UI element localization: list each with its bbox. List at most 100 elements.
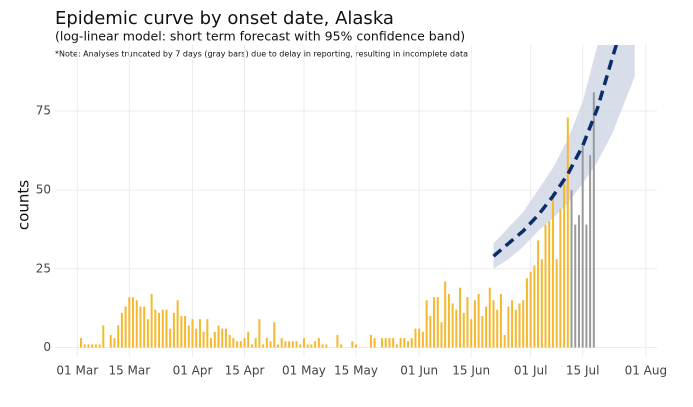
x-tick-label: 01 Jun (400, 364, 438, 378)
bar (336, 334, 339, 348)
bar (224, 328, 227, 348)
bar (555, 259, 558, 348)
bar (202, 331, 205, 348)
x-tick-label: 01 Apr (173, 364, 213, 378)
bar (213, 331, 216, 348)
bar (429, 316, 432, 348)
x-tick-label: 01 May (282, 364, 326, 378)
bar (191, 319, 194, 348)
bar (87, 344, 90, 348)
bar (340, 344, 343, 348)
bar (243, 338, 246, 348)
bar (98, 344, 101, 348)
bar (492, 300, 495, 348)
bar (369, 334, 372, 348)
chart-subtitle: (log-linear model: short term forecast w… (55, 29, 465, 44)
bar (180, 316, 183, 348)
bar (310, 344, 313, 348)
plot-area (80, 45, 635, 348)
bar (566, 117, 569, 348)
bar (410, 338, 413, 348)
bar (161, 309, 164, 348)
bar (551, 193, 554, 348)
chart-title: Epidemic curve by onset date, Alaska (55, 8, 394, 29)
bar (470, 319, 473, 348)
bar (451, 303, 454, 348)
bar (414, 328, 417, 348)
bar (172, 312, 175, 348)
bar (280, 338, 283, 348)
bar (232, 338, 235, 348)
bar (403, 338, 406, 348)
bar (276, 344, 279, 348)
bar (466, 297, 469, 348)
bar (124, 306, 127, 348)
confidence-band (493, 45, 635, 269)
bar (228, 334, 231, 348)
bar (187, 325, 190, 348)
tick-labels: 01 Mar 15 Mar 01 Apr 15 Apr 01 May 15 May 01 J… (36, 104, 667, 378)
bar (592, 92, 595, 348)
bar (518, 303, 521, 348)
bar (306, 344, 309, 348)
bar (407, 341, 410, 348)
y-tick-label: 50 (36, 182, 51, 196)
bar (295, 341, 298, 348)
bar (351, 341, 354, 348)
bar (399, 338, 402, 348)
bar (574, 224, 577, 348)
bar (459, 287, 462, 348)
bar (284, 341, 287, 348)
bar (455, 309, 458, 348)
bar (198, 319, 201, 348)
y-tick-label: 75 (36, 104, 51, 118)
bar (117, 325, 120, 348)
bar (113, 338, 116, 348)
bar (444, 281, 447, 348)
bar (525, 278, 528, 348)
bar (165, 309, 168, 348)
bar (120, 312, 123, 348)
bar (373, 338, 376, 348)
bar (83, 344, 86, 348)
bar (135, 300, 138, 348)
bar (485, 306, 488, 348)
bar (577, 215, 580, 348)
bar (499, 293, 502, 348)
bar (481, 316, 484, 348)
bar (150, 293, 153, 348)
x-tick-label: 15 Apr (225, 364, 265, 378)
bar (317, 338, 320, 348)
bar (381, 338, 384, 348)
bar (548, 221, 551, 348)
bar (570, 189, 573, 348)
bar (503, 334, 506, 348)
forecast-line (492, 45, 619, 258)
bar (236, 341, 239, 348)
x-tick-label: 15 May (334, 364, 378, 378)
bar (522, 300, 525, 348)
bar (176, 300, 179, 348)
bar (314, 341, 317, 348)
bar (589, 155, 592, 348)
bar (488, 287, 491, 348)
bar (392, 338, 395, 348)
chart-note: *Note: Analyses truncated by 7 days (gra… (55, 50, 468, 59)
bar (184, 316, 187, 348)
bar (247, 331, 250, 348)
bar (544, 224, 547, 348)
bar (206, 319, 209, 348)
bar (511, 300, 514, 348)
bar (302, 338, 305, 348)
bar (425, 300, 428, 348)
bar (132, 297, 135, 348)
bar (559, 208, 562, 348)
bar (291, 341, 294, 348)
x-tick-label: 15 Mar (108, 364, 150, 378)
x-tick-label: 01 Jul (514, 364, 548, 378)
bar (507, 306, 510, 348)
bar (269, 341, 272, 348)
bar (80, 338, 83, 348)
bar (477, 293, 480, 348)
bar (258, 319, 261, 348)
